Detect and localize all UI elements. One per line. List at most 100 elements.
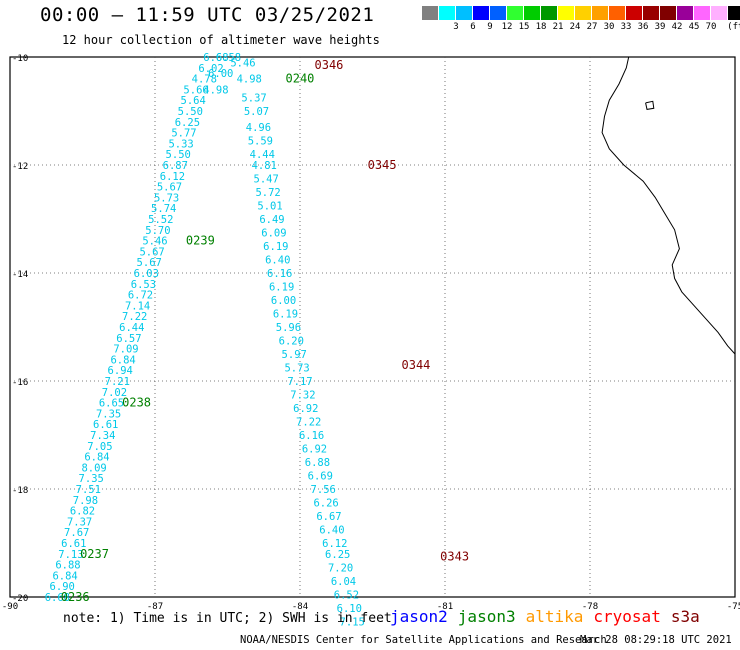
swh-label: 5.46 xyxy=(230,57,255,69)
legend-swatch xyxy=(524,6,541,20)
swh-label: 6.00 xyxy=(271,295,296,307)
swh-label: 6.87 xyxy=(163,160,188,172)
swh-label: 6.00 xyxy=(208,68,233,80)
time-label: 0238 xyxy=(122,396,151,410)
swh-label: 6.10 xyxy=(337,603,362,615)
swh-label: 7.09 xyxy=(113,344,138,356)
legend-swatch xyxy=(643,6,660,20)
satellite-list: jason2 jason3 altika cryosat s3a xyxy=(390,607,710,626)
swh-label: 4.81 xyxy=(252,160,277,172)
time-label: 0236 xyxy=(61,590,90,604)
swh-label: 4.78 xyxy=(192,74,217,86)
swh-label: 4.44 xyxy=(250,149,275,161)
swh-label: 7.32 xyxy=(290,390,315,402)
swh-label: 5.67 xyxy=(139,246,164,258)
lat-tick-label: -16 xyxy=(12,378,28,388)
swh-label: 5.07 xyxy=(244,106,269,118)
swh-label: 8.09 xyxy=(81,462,106,474)
legend-swatch xyxy=(541,6,558,20)
legend-label: 45 xyxy=(688,22,700,32)
generated-timestamp: Mar 28 08:29:18 UTC 2021 xyxy=(580,634,732,646)
swh-label: 7.17 xyxy=(287,376,312,388)
swh-label: 6.53 xyxy=(131,279,156,291)
swh-label: 7.22 xyxy=(296,417,321,429)
legend-label: 21 xyxy=(552,22,564,32)
swh-label: 6.03 xyxy=(134,268,159,280)
footer-note: note: 1) Time is in UTC; 2) SWH is in fe… xyxy=(63,611,392,626)
legend-label: 70 xyxy=(705,22,717,32)
legend-label: 39 xyxy=(654,22,666,32)
swh-label: 6.61 xyxy=(93,419,118,431)
lat-tick-label: -20 xyxy=(12,594,28,604)
lon-tick-label: -78 xyxy=(582,602,598,612)
swh-label: 6.67 xyxy=(316,511,341,523)
legend-swatch xyxy=(575,6,592,20)
lon-tick-label: -90 xyxy=(2,602,18,612)
time-label: 0343 xyxy=(440,550,469,564)
swh-label: 6.40 xyxy=(319,525,344,537)
swh-label: 5.59 xyxy=(248,136,273,148)
swh-label: 5.46 xyxy=(142,236,167,248)
legend-swatch xyxy=(694,6,711,20)
legend-swatch xyxy=(490,6,507,20)
swh-label: 4.98 xyxy=(237,74,262,86)
legend-label: 6 xyxy=(470,22,476,32)
time-label: 0240 xyxy=(286,72,315,86)
swh-label: 6.25 xyxy=(175,117,200,129)
credit-line: NOAA/NESDIS Center for Satellite Applica… xyxy=(240,634,607,646)
swh-label: 4.98 xyxy=(203,84,228,96)
map-frame xyxy=(9,56,736,598)
swh-label: 5.73 xyxy=(154,192,179,204)
swh-label: 6.16 xyxy=(299,430,324,442)
island-outline xyxy=(645,100,655,110)
legend-label: 36 xyxy=(637,22,649,32)
lat-tick-label: -12 xyxy=(12,162,28,172)
swh-label: 6.49 xyxy=(259,214,284,226)
page-title: 00:00 – 11:59 UTC 03/25/2021 xyxy=(40,4,375,26)
swh-label: 6.84 xyxy=(84,452,109,464)
swh-label: 6.68 xyxy=(203,52,228,64)
swh-label: 7.22 xyxy=(122,311,147,323)
legend-label: 18 xyxy=(535,22,547,32)
swh-label: 7.21 xyxy=(105,376,130,388)
swh-label: 5.72 xyxy=(255,187,280,199)
swh-label: 6.19 xyxy=(263,241,288,253)
swh-label: 5.96 xyxy=(276,322,301,334)
swh-label: 6.20 xyxy=(279,336,304,348)
page-subtitle: 12 hour collection of altimeter wave hei… xyxy=(62,33,380,47)
swh-label: 7.05 xyxy=(87,441,112,453)
swh-label: 6.40 xyxy=(265,255,290,267)
legend-swatch xyxy=(626,6,643,20)
swh-label: 5.52 xyxy=(148,214,173,226)
legend-label: 33 xyxy=(620,22,632,32)
satellite-jason2: jason2 xyxy=(390,607,448,626)
swh-label: 6.02 xyxy=(198,63,223,75)
swh-label: 6.12 xyxy=(322,538,347,550)
satellite-altika: altika xyxy=(525,607,584,626)
legend-label: 9 xyxy=(487,22,493,32)
swh-label: 5.50 xyxy=(178,106,203,118)
swh-label: 7.13 xyxy=(58,549,83,561)
swh-label: 6.88 xyxy=(55,560,80,572)
legend-label: 12 xyxy=(501,22,513,32)
swh-label: 6.52 xyxy=(334,589,359,601)
swh-label: 6.94 xyxy=(108,365,133,377)
legend-swatch xyxy=(728,6,740,20)
swh-label: 6.04 xyxy=(331,576,356,588)
swh-label: 5.74 xyxy=(151,203,176,215)
swh-label: 6.16 xyxy=(267,268,292,280)
swh-label: 4.96 xyxy=(246,122,271,134)
swh-label: 6.57 xyxy=(116,333,141,345)
swh-label: 6.69 xyxy=(308,471,333,483)
lon-tick-label: -87 xyxy=(147,602,163,612)
swh-label: 7.98 xyxy=(73,495,98,507)
swh-label: 7.14 xyxy=(125,300,150,312)
swh-label: 6.92 xyxy=(293,403,318,415)
swh-label: 6.19 xyxy=(273,309,298,321)
swh-label: 5.66 xyxy=(183,84,208,96)
legend-swatch xyxy=(507,6,524,20)
